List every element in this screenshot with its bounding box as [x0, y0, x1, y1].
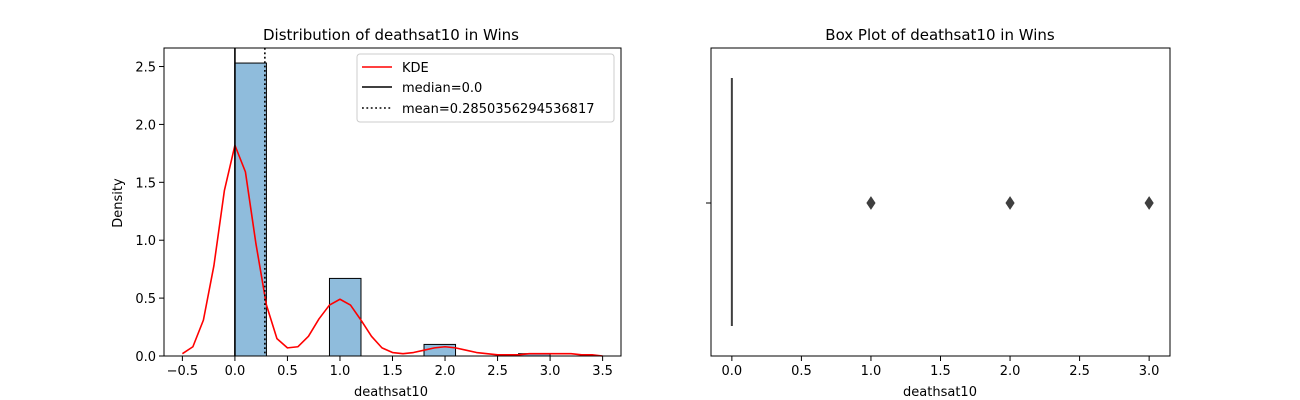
boxplot-title: Box Plot of deathsat10 in Wins: [825, 26, 1055, 44]
legend-mean-label: mean=0.2850356294536817: [402, 102, 595, 117]
histogram-x-tick-label-3: 1.0: [330, 364, 351, 379]
histogram-x-tick-label-7: 3.0: [540, 364, 561, 379]
boxplot-x-tick-label-6: 3.0: [1139, 364, 1160, 379]
histogram-y-tick-label-5: 2.5: [135, 61, 156, 76]
histogram-x-tick-label-1: 0.0: [225, 364, 246, 379]
boxplot-x-tick-label-5: 2.5: [1069, 364, 1090, 379]
boxplot-x-tick-label-3: 1.5: [930, 364, 951, 379]
boxplot-outliers: [866, 196, 1154, 210]
legend-median-label: median=0.0: [402, 81, 482, 96]
boxplot-x-axis-label: deathsat10: [903, 385, 977, 400]
histogram-bar-2: [423, 343, 457, 357]
histogram-y-tick-label-3: 1.5: [135, 176, 156, 191]
legend-frame: [356, 53, 615, 123]
histogram-y-tick-label-1: 0.5: [135, 292, 156, 307]
boxplot-x-tick-label-0: 0.0: [722, 364, 743, 379]
boxplot-x-tick-label-4: 2.0: [1000, 364, 1021, 379]
boxplot-chart: Box Plot of deathsat10 in Wins 0.0 0.5 1.0…: [706, 26, 1171, 400]
histogram-x-tick-label-5: 2.0: [435, 364, 456, 379]
histogram-bar-1: [328, 277, 362, 357]
histogram-y-tick-label-2: 1.0: [135, 234, 156, 249]
histogram-y-axis-label: Density: [111, 178, 126, 228]
boxplot-axes-frame: [710, 47, 1171, 357]
histogram-title: Distribution of deathsat10 in Wins: [263, 26, 519, 44]
boxplot-x-tick-label-2: 1.0: [861, 364, 882, 379]
kde-layer: [181, 144, 603, 357]
kde-curve: [181, 144, 603, 357]
histogram-x-tick-label-6: 2.5: [487, 364, 508, 379]
boxplot-outlier-0: [866, 196, 876, 210]
histogram-bars: [234, 62, 551, 357]
histogram-x-tick-label-8: 3.5: [592, 364, 613, 379]
histogram-y-tick-label-4: 2.0: [135, 118, 156, 133]
histogram-x-tick-label-4: 1.5: [382, 364, 403, 379]
histogram-x-ticks: −0.5 0.0 0.5 1.0 1.5 2.0 2.5 3.0 3.5: [167, 356, 613, 379]
histogram-y-ticks: 0.0 0.5 1.0 1.5 2.0 2.5: [135, 61, 164, 365]
histogram-chart: Distribution of deathsat10 in Wins −0.5 0…: [111, 26, 622, 400]
legend: KDE median=0.0 mean=0.2850356294536817: [356, 53, 615, 123]
histogram-x-tick-label-0: −0.5: [167, 364, 199, 379]
histogram-x-axis-label: deathsat10: [354, 385, 428, 400]
histogram-y-tick-label-0: 0.0: [135, 350, 156, 365]
legend-kde-label: KDE: [402, 61, 429, 76]
boxplot-outlier-2: [1144, 196, 1154, 210]
boxplot-x-tick-label-1: 0.5: [791, 364, 812, 379]
histogram-x-tick-label-2: 0.5: [277, 364, 298, 379]
vline-layer: [234, 48, 266, 356]
boxplot-x-ticks: 0.0 0.5 1.0 1.5 2.0 2.5 3.0: [722, 356, 1160, 379]
boxplot-outlier-1: [1005, 196, 1015, 210]
